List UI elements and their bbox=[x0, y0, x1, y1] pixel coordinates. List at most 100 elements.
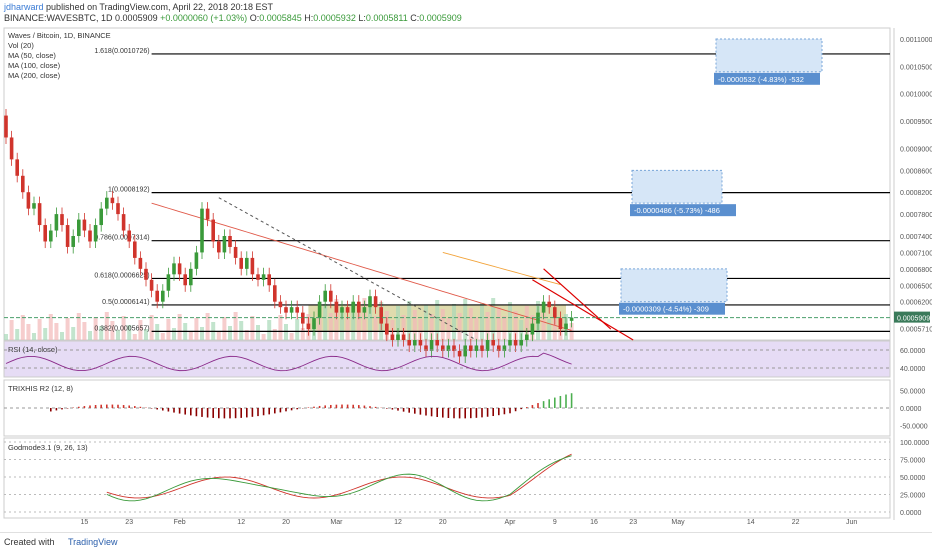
candle-body bbox=[217, 241, 221, 253]
candle-body bbox=[317, 301, 322, 319]
volume-bar bbox=[323, 304, 328, 340]
volume-bar bbox=[26, 324, 31, 340]
candle-body bbox=[547, 301, 551, 308]
candle-body bbox=[396, 334, 400, 340]
volume-bar bbox=[104, 312, 109, 340]
candle-body bbox=[82, 219, 87, 231]
candle-body bbox=[161, 290, 165, 302]
candle-body bbox=[463, 345, 467, 357]
low-value: 0.0005811 bbox=[365, 13, 408, 23]
price-tick-label: 0.0009500 bbox=[900, 119, 932, 126]
volume-bar bbox=[446, 318, 451, 340]
candle-body bbox=[345, 307, 350, 313]
candle-body bbox=[525, 334, 529, 340]
volume-bar bbox=[200, 327, 204, 340]
volume-bar bbox=[9, 320, 14, 340]
candle-body bbox=[301, 312, 305, 324]
candle-body bbox=[144, 268, 148, 280]
ma50-line bbox=[151, 202, 572, 331]
wedge-line bbox=[532, 279, 634, 341]
volume-bar bbox=[188, 332, 193, 340]
volume-bar bbox=[491, 298, 496, 340]
candle-body bbox=[385, 323, 389, 335]
candle-body bbox=[457, 350, 462, 357]
candle-body bbox=[362, 307, 367, 313]
price-tick-label: 0.0010000 bbox=[900, 92, 932, 99]
candle-body bbox=[312, 318, 316, 330]
candle-body bbox=[424, 345, 428, 351]
candle-body bbox=[379, 307, 383, 324]
last-price: 0.0005909 bbox=[115, 13, 158, 23]
volume-bar bbox=[508, 302, 512, 340]
rsi-line bbox=[5, 352, 572, 372]
volume-bar bbox=[345, 317, 350, 340]
candle-body bbox=[368, 296, 372, 308]
volume-bar bbox=[65, 318, 70, 340]
volume-bar bbox=[261, 334, 266, 340]
godmode-line-2 bbox=[106, 455, 572, 502]
candle-body bbox=[329, 290, 333, 302]
candle-body bbox=[228, 236, 232, 247]
candle-body bbox=[65, 225, 70, 247]
trix-tick-label: 50.0000 bbox=[900, 389, 925, 396]
date-tick-label: 20 bbox=[439, 519, 447, 526]
date-tick-label: 12 bbox=[394, 519, 402, 526]
candle-body bbox=[558, 318, 563, 330]
candle-body bbox=[88, 230, 92, 242]
candle-body bbox=[469, 345, 473, 351]
candle-body bbox=[183, 274, 187, 286]
candle-body bbox=[172, 263, 176, 275]
price-tick-label: 0.0007800 bbox=[900, 212, 932, 219]
price-tick-label: 0.0007100 bbox=[900, 250, 932, 257]
candle-body bbox=[261, 274, 266, 280]
high-value: 0.0005932 bbox=[313, 13, 356, 23]
candle-body bbox=[357, 301, 361, 313]
godmode-panel bbox=[3, 437, 891, 519]
date-tick-label: 14 bbox=[747, 519, 755, 526]
tradingview-brand-link[interactable]: TradingView bbox=[68, 537, 118, 547]
volume-bar bbox=[37, 319, 42, 340]
legend-item: MA (200, close) bbox=[8, 71, 61, 80]
measure-box bbox=[715, 38, 823, 73]
volume-bar bbox=[88, 331, 92, 340]
trix-tick-label: 0.0000 bbox=[900, 406, 922, 413]
volume-bar bbox=[144, 329, 148, 340]
candle-body bbox=[200, 208, 204, 253]
volume-bar bbox=[485, 312, 490, 340]
godmode-tick-label: 100.0000 bbox=[900, 440, 929, 447]
candle-body bbox=[284, 307, 288, 313]
candle-body bbox=[441, 345, 445, 351]
rsi-title: RSI (14, close) bbox=[8, 345, 58, 354]
volume-bar bbox=[480, 303, 484, 340]
candle-body bbox=[77, 219, 81, 236]
candle-body bbox=[138, 257, 143, 269]
candle-body bbox=[32, 203, 36, 209]
volume-bar bbox=[216, 331, 221, 340]
volume-bar bbox=[468, 308, 473, 340]
volume-bar bbox=[457, 313, 462, 340]
candle-body bbox=[407, 340, 411, 346]
candle-body bbox=[491, 340, 495, 346]
fib-level-label: 1(0.0008192) bbox=[108, 187, 150, 194]
volume-bar bbox=[239, 321, 244, 340]
candle-body bbox=[256, 274, 260, 280]
open-label: O: bbox=[249, 13, 260, 23]
candle-body bbox=[390, 334, 395, 340]
volume-bar bbox=[300, 328, 305, 340]
candle-body bbox=[149, 279, 154, 291]
measure-box bbox=[620, 268, 728, 303]
volume-bar bbox=[373, 316, 378, 340]
rsi-tick-label: 60.0000 bbox=[900, 348, 925, 355]
open-value: 0.0005845 bbox=[259, 13, 302, 23]
volume-bar bbox=[82, 322, 87, 340]
volume-bar bbox=[149, 315, 154, 340]
volume-bar bbox=[160, 333, 165, 340]
candle-body bbox=[166, 274, 171, 291]
volume-bar bbox=[99, 326, 104, 340]
candle-body bbox=[93, 225, 98, 242]
author-link[interactable]: jdharward bbox=[4, 2, 44, 12]
close-label: C: bbox=[410, 13, 420, 23]
candle-body bbox=[401, 334, 406, 340]
candle-body bbox=[474, 345, 479, 351]
